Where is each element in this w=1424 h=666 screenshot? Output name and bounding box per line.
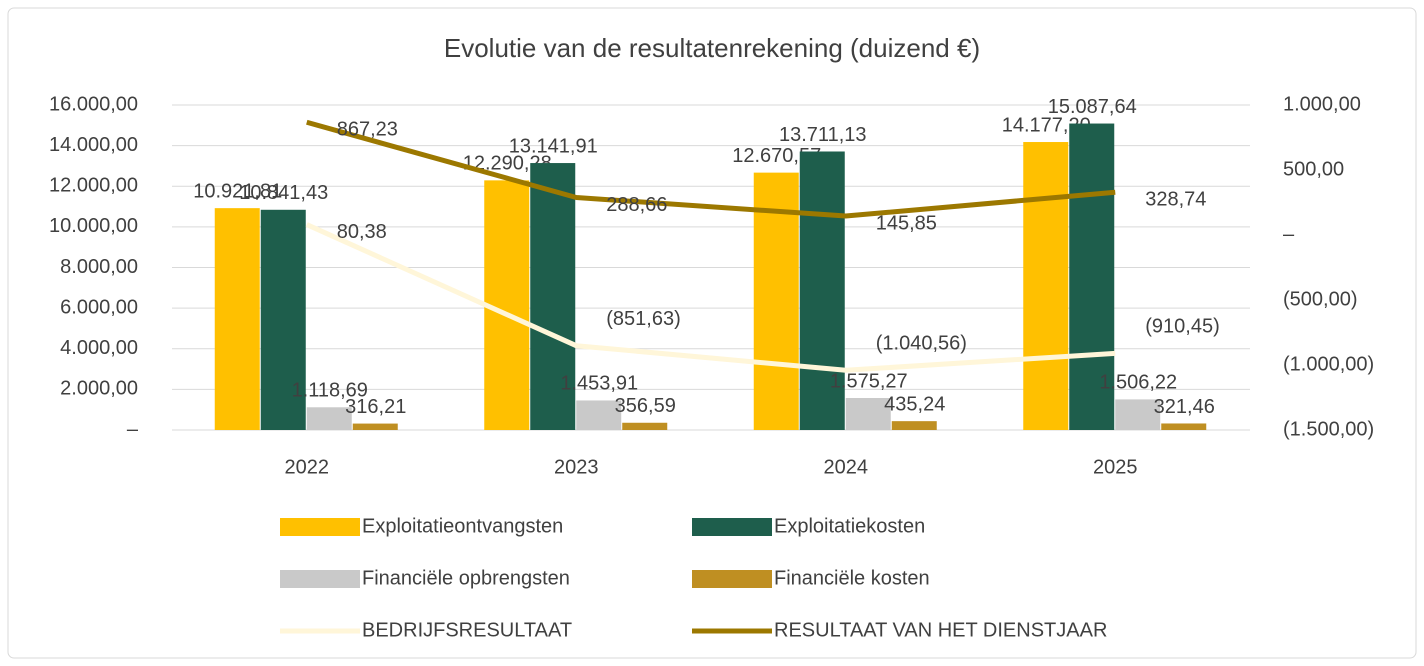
y-tick-label: 4.000,00 [60, 337, 138, 359]
legend-label: Financiële opbrengsten [362, 567, 570, 589]
data-label: 1.506,22 [1099, 372, 1177, 394]
y-tick-label: – [127, 418, 139, 440]
data-label: 13.711,13 [779, 124, 867, 146]
data-label: 80,38 [337, 221, 387, 243]
y2-tick-label: 500,00 [1283, 158, 1344, 180]
data-label: 867,23 [337, 119, 398, 141]
data-label: 145,85 [876, 212, 937, 234]
x-tick-label: 2024 [824, 456, 869, 478]
bar [845, 398, 891, 430]
y2-tick-label: (500,00) [1283, 288, 1358, 310]
data-label: 288,66 [606, 194, 667, 216]
bar [352, 423, 398, 430]
legend-swatch [280, 570, 360, 588]
bar [260, 209, 306, 430]
y2-tick-label: 1.000,00 [1283, 93, 1361, 115]
data-label: 1.453,91 [560, 373, 638, 395]
data-label: 316,21 [345, 396, 406, 418]
data-label: (910,45) [1145, 316, 1220, 338]
y-tick-label: 2.000,00 [60, 378, 138, 400]
y2-tick-label: – [1283, 223, 1295, 245]
bar [753, 172, 799, 431]
data-label: 10.841,43 [239, 182, 328, 204]
legend-label: RESULTAAT VAN HET DIENSTJAAR [774, 619, 1107, 641]
x-tick-label: 2025 [1093, 456, 1138, 478]
bar [1069, 123, 1115, 430]
y-tick-label: 16.000,00 [49, 93, 138, 115]
legend-label: Financiële kosten [774, 567, 930, 589]
legend-swatch [280, 518, 360, 536]
bar [306, 407, 352, 430]
data-label: (851,63) [606, 308, 681, 330]
x-tick-label: 2022 [285, 456, 330, 478]
bar [799, 151, 845, 430]
data-label: 328,74 [1145, 189, 1206, 211]
legend-label: Exploitatieontvangsten [362, 515, 563, 537]
y-tick-label: 12.000,00 [49, 175, 138, 197]
y-tick-label: 6.000,00 [60, 296, 138, 318]
y2-tick-label: (1.500,00) [1283, 418, 1374, 440]
bar [576, 400, 622, 430]
bar [1115, 399, 1161, 430]
data-label: 1.575,27 [830, 370, 908, 392]
y2-tick-label: (1.000,00) [1283, 353, 1374, 375]
data-label: 321,46 [1154, 396, 1215, 418]
legend-label: BEDRIJFSRESULTAAT [362, 619, 572, 641]
bar [530, 163, 576, 431]
bar [891, 421, 937, 430]
bar [1161, 423, 1207, 430]
data-label: 13.141,91 [509, 135, 598, 157]
bar [622, 422, 668, 430]
line [305, 222, 1116, 373]
data-label: 15.087,64 [1048, 96, 1137, 118]
x-tick-label: 2023 [554, 456, 599, 478]
line [306, 119, 1116, 219]
legend-swatch [692, 570, 772, 588]
y-tick-label: 10.000,00 [49, 215, 138, 237]
chart-title: Evolutie van de resultatenrekening (duiz… [444, 33, 980, 63]
data-label: 356,59 [615, 395, 676, 417]
legend-label: Exploitatiekosten [774, 515, 925, 537]
legend-swatch [692, 518, 772, 536]
data-label: 1.118,69 [292, 380, 368, 402]
data-label: 10.921,81 [193, 180, 282, 202]
data-label: 435,24 [884, 393, 945, 415]
bar [214, 208, 260, 430]
y-tick-label: 8.000,00 [60, 256, 138, 278]
data-label: 12.290,28 [463, 153, 552, 175]
y-tick-label: 14.000,00 [49, 134, 138, 156]
data-label: (1.040,56) [876, 333, 967, 355]
data-label: 14.177,20 [1002, 114, 1091, 136]
data-label: 12.670,57 [732, 145, 821, 167]
bar [1023, 142, 1069, 430]
